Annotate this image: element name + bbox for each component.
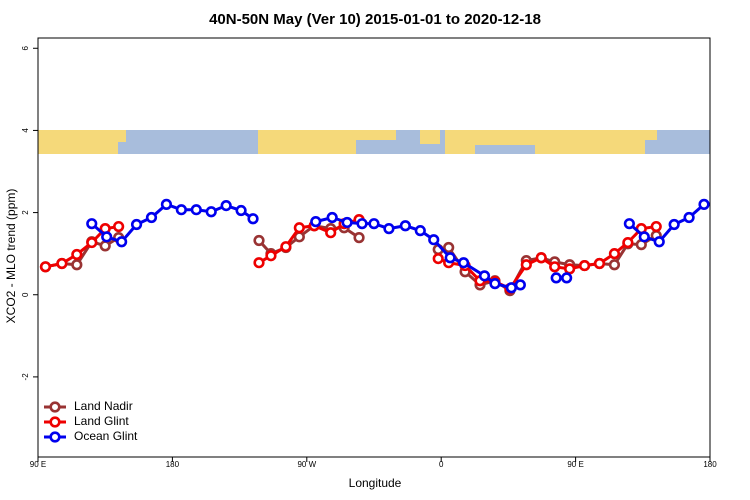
data-point [650, 220, 662, 233]
y-tick-label: 4 [21, 128, 30, 133]
data-point [399, 220, 411, 232]
data-point [505, 282, 517, 294]
chart-title: 40N-50N May (Ver 10) 2015-01-01 to 2020-… [209, 11, 541, 28]
y-tick-label: 6 [21, 45, 30, 50]
data-point [478, 270, 491, 282]
data-point [280, 241, 292, 253]
data-point [310, 216, 322, 228]
y-tick-label: 2 [21, 210, 30, 215]
data-point [593, 257, 606, 270]
x-tick-label: 90 E [567, 460, 583, 469]
data-point [578, 259, 591, 272]
x-tick-label: 0 [439, 460, 444, 469]
map-strip [38, 130, 710, 154]
data-point [247, 213, 259, 225]
legend-label: Ocean Glint [74, 429, 138, 443]
data-point [608, 248, 621, 260]
data-point [489, 278, 501, 290]
data-point [561, 272, 573, 284]
data-point [444, 252, 456, 264]
y-axis-label: XCO2 - MLO trend (ppm) [4, 189, 18, 324]
data-point [653, 236, 665, 248]
legend-label: Land Glint [74, 414, 129, 428]
data-point [668, 218, 680, 231]
data-point [368, 218, 380, 230]
y-tick-label: -2 [21, 373, 30, 381]
data-point [622, 236, 634, 249]
x-tick-label: 180 [166, 460, 180, 469]
data-point [535, 252, 547, 264]
series-line [90, 202, 706, 290]
data-point [205, 206, 217, 218]
legend-label: Land Nadir [74, 399, 133, 413]
data-point [86, 236, 98, 249]
x-tick-label: 180 [703, 460, 717, 469]
data-point [160, 198, 173, 210]
data-point [175, 204, 187, 216]
data-point [265, 250, 277, 262]
data-point [564, 263, 576, 275]
data-point [432, 252, 444, 265]
data-point [550, 272, 562, 284]
data-point [608, 259, 621, 271]
data-point [683, 211, 695, 224]
data-point [220, 200, 232, 212]
data-point [623, 218, 635, 230]
data-point [235, 204, 247, 217]
data-point [428, 234, 440, 246]
data-point [698, 198, 710, 210]
data-point [71, 259, 83, 271]
data-point [101, 231, 113, 243]
data-point [253, 257, 265, 269]
data-point [99, 240, 111, 252]
y-tick-label: 0 [21, 292, 30, 297]
x-tick-label: 90 E [30, 460, 46, 469]
data-point [293, 222, 305, 234]
data-point [383, 223, 395, 235]
data-point [325, 227, 337, 239]
data-point [326, 211, 338, 224]
data-point [190, 204, 202, 216]
legend-marker [49, 416, 61, 428]
legend-marker [49, 431, 61, 443]
data-point [353, 232, 365, 244]
plot-frame [37, 37, 711, 458]
data-point [638, 231, 650, 243]
data-point [145, 211, 158, 224]
data-point [56, 257, 68, 270]
data-point [514, 279, 526, 291]
data-point [253, 234, 265, 247]
data-point [71, 248, 83, 261]
data-point [520, 259, 532, 271]
data-point [341, 216, 353, 229]
x-tick-label: 90 W [297, 460, 316, 469]
data-point [86, 218, 98, 230]
data-point [443, 241, 455, 254]
data-point [458, 257, 470, 269]
data-point [116, 236, 128, 248]
legend-marker [49, 401, 61, 413]
data-point [549, 261, 561, 273]
data-point [113, 220, 125, 233]
data-point [130, 218, 143, 231]
data-point [356, 218, 368, 230]
data-point [39, 261, 52, 273]
x-axis-label: Longitude [349, 476, 402, 490]
data-point [414, 225, 426, 237]
